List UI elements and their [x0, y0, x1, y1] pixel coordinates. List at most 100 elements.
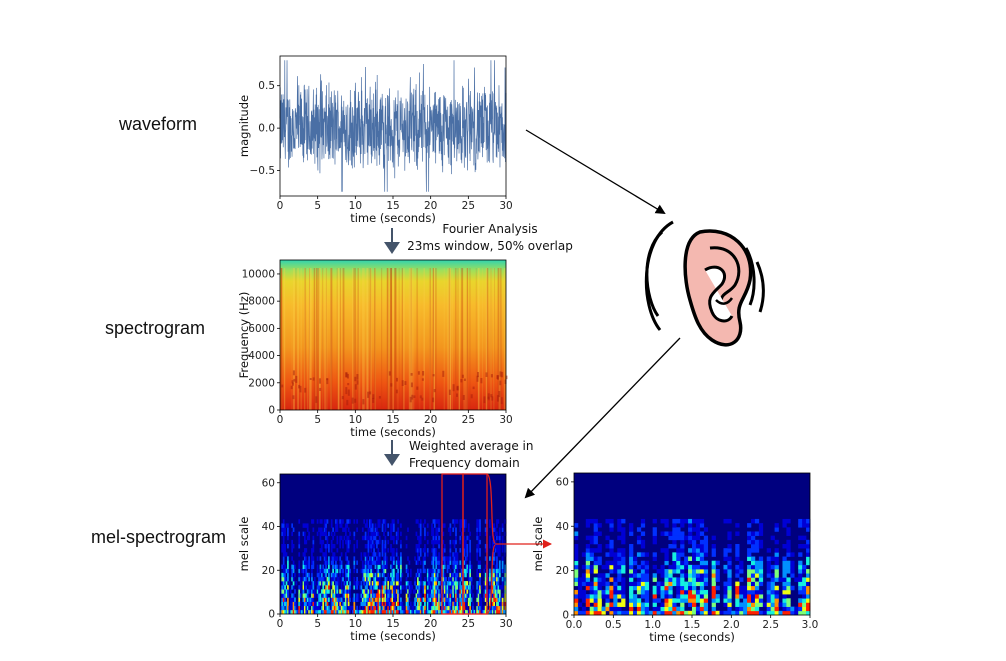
mel-cell: [301, 568, 303, 574]
mel-cell: [448, 609, 450, 615]
mel-cell: [380, 593, 382, 598]
mel-cell: [309, 597, 312, 602]
mel-cell: [429, 568, 432, 574]
mel-cell: [770, 610, 775, 616]
mel-cell: [370, 601, 373, 607]
mel-cell: [613, 569, 618, 574]
mel-cell: [445, 589, 447, 594]
mel-cell: [422, 597, 425, 602]
mel-cell: [347, 539, 350, 545]
mel-cell: [318, 585, 320, 590]
mel-cell: [747, 548, 752, 553]
x-tick-label: 30: [499, 618, 512, 630]
mel-cell: [291, 548, 294, 553]
mel-cell: [368, 527, 371, 532]
mel-cell: [640, 602, 646, 607]
spectrogram-texture: [460, 379, 463, 383]
mel-spectrogram-label: mel-spectrogram: [91, 527, 227, 547]
mel-cell: [453, 523, 456, 528]
mel-cell: [349, 576, 351, 582]
mel-cell: [762, 610, 768, 616]
mel-cell: [347, 601, 350, 607]
weighted-line-2: Frequency domain: [409, 456, 520, 470]
mel-cell: [383, 605, 385, 611]
mel-cell: [747, 569, 752, 574]
mel-cell: [342, 527, 344, 532]
mel-cell: [672, 581, 677, 587]
mel-cell: [313, 605, 316, 611]
mel-cell: [496, 556, 498, 561]
spectrogram-streak: [386, 268, 389, 410]
mel-cell: [281, 601, 284, 607]
mel-cell: [418, 568, 421, 574]
mel-cell: [364, 560, 367, 565]
mel-cell: [383, 568, 385, 574]
mel-cell: [469, 552, 471, 557]
mel-cell: [368, 601, 371, 607]
mel-cell: [711, 552, 716, 557]
mel-cell: [435, 601, 438, 607]
mel-cell: [342, 519, 344, 524]
mel-cell: [735, 523, 740, 528]
mel-cell: [609, 594, 614, 599]
mel-cell: [387, 609, 390, 615]
mel-cell: [298, 535, 301, 541]
mel-cell: [308, 572, 310, 578]
mel-cell: [361, 572, 364, 578]
mel-cell: [412, 589, 415, 594]
mel-cell: [457, 593, 460, 598]
mel-cell: [344, 527, 347, 532]
mel-cell: [431, 605, 433, 611]
mel-cell: [629, 606, 634, 612]
mel-cell: [692, 577, 697, 582]
mel-cell: [282, 548, 285, 553]
mel-cell: [445, 593, 447, 598]
mel-cell: [589, 539, 594, 545]
spectrogram-streak: [309, 268, 311, 410]
mel-cell: [652, 602, 657, 607]
mel-cell: [463, 519, 466, 524]
mel-cell: [798, 573, 803, 578]
mel-cell: [320, 572, 323, 578]
mel-cell: [476, 605, 479, 611]
mel-cell: [436, 560, 439, 565]
mel-cell: [629, 581, 634, 587]
mel-cell: [390, 523, 392, 528]
mel-cell: [463, 539, 466, 545]
mel-cell: [349, 605, 351, 611]
x-tick-label: 2.5: [762, 619, 779, 631]
mel-cell: [370, 556, 373, 561]
mel-cell: [414, 609, 416, 615]
mel-cell: [436, 609, 439, 615]
mel-cell: [493, 605, 495, 611]
mel-cell: [340, 585, 343, 590]
mel-cell: [438, 601, 440, 607]
mel-cell: [477, 593, 480, 598]
mel-cell: [435, 564, 438, 570]
mel-cell: [339, 519, 342, 524]
mel-cell: [311, 601, 313, 607]
mel-cell: [500, 597, 503, 602]
mel-cell: [316, 531, 319, 537]
spectrogram-streak: [354, 268, 355, 410]
mel-cell: [281, 527, 284, 532]
mel-cell: [498, 605, 501, 611]
mel-cell: [806, 523, 811, 528]
mel-cell: [633, 610, 638, 616]
mel-cell: [417, 544, 419, 549]
mel-cell: [491, 544, 494, 549]
mel-cell: [356, 605, 358, 611]
mel-cell: [339, 539, 342, 545]
mel-cell: [636, 527, 642, 532]
mel-cell: [443, 581, 446, 586]
mel-cell: [328, 548, 330, 553]
mel-cell: [640, 589, 646, 595]
mel-cell: [711, 610, 716, 616]
mel-cell: [491, 585, 494, 590]
mel-cell: [723, 581, 728, 587]
spectrogram-texture: [432, 397, 435, 403]
mel-cell: [419, 581, 422, 586]
mel-cell: [394, 609, 397, 615]
mel-cell: [359, 609, 361, 615]
mel-cell: [601, 594, 606, 599]
